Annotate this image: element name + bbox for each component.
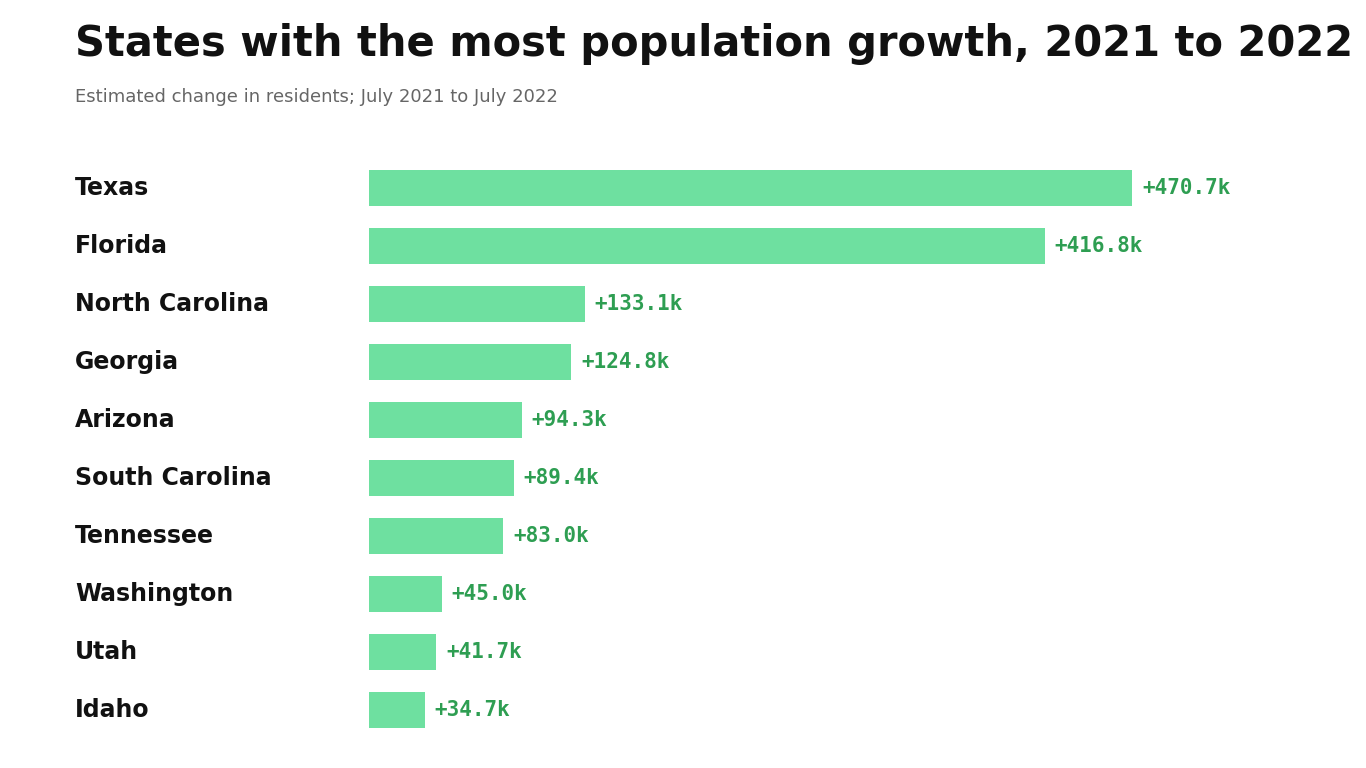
Text: +89.4k: +89.4k	[523, 468, 600, 488]
Bar	[369, 576, 441, 612]
Bar	[369, 228, 1045, 264]
Text: +470.7k: +470.7k	[1142, 178, 1231, 198]
Text: +124.8k: +124.8k	[581, 353, 669, 372]
Bar	[369, 692, 425, 728]
Text: Estimated change in residents; July 2021 to July 2022: Estimated change in residents; July 2021…	[75, 88, 557, 106]
Text: Idaho: Idaho	[75, 698, 150, 722]
Bar	[369, 518, 504, 554]
Bar	[369, 460, 514, 496]
Bar	[369, 170, 1132, 207]
Text: Arizona: Arizona	[75, 409, 176, 432]
Text: Washington: Washington	[75, 582, 234, 606]
Text: Tennessee: Tennessee	[75, 525, 214, 548]
Bar	[369, 402, 522, 439]
Text: Texas: Texas	[75, 177, 149, 200]
Text: +34.7k: +34.7k	[434, 700, 511, 720]
Text: South Carolina: South Carolina	[75, 466, 272, 490]
Bar	[369, 344, 571, 380]
Bar	[369, 634, 437, 670]
Text: Georgia: Georgia	[75, 350, 179, 374]
Text: +41.7k: +41.7k	[447, 642, 522, 662]
Text: +83.0k: +83.0k	[514, 526, 589, 546]
Bar	[369, 286, 585, 323]
Text: +94.3k: +94.3k	[531, 410, 608, 430]
Text: +133.1k: +133.1k	[594, 294, 683, 314]
Text: States with the most population growth, 2021 to 2022: States with the most population growth, …	[75, 23, 1354, 65]
Text: Utah: Utah	[75, 641, 138, 664]
Text: +416.8k: +416.8k	[1055, 237, 1143, 257]
Text: North Carolina: North Carolina	[75, 293, 269, 316]
Text: Florida: Florida	[75, 234, 168, 258]
Text: +45.0k: +45.0k	[452, 584, 527, 604]
